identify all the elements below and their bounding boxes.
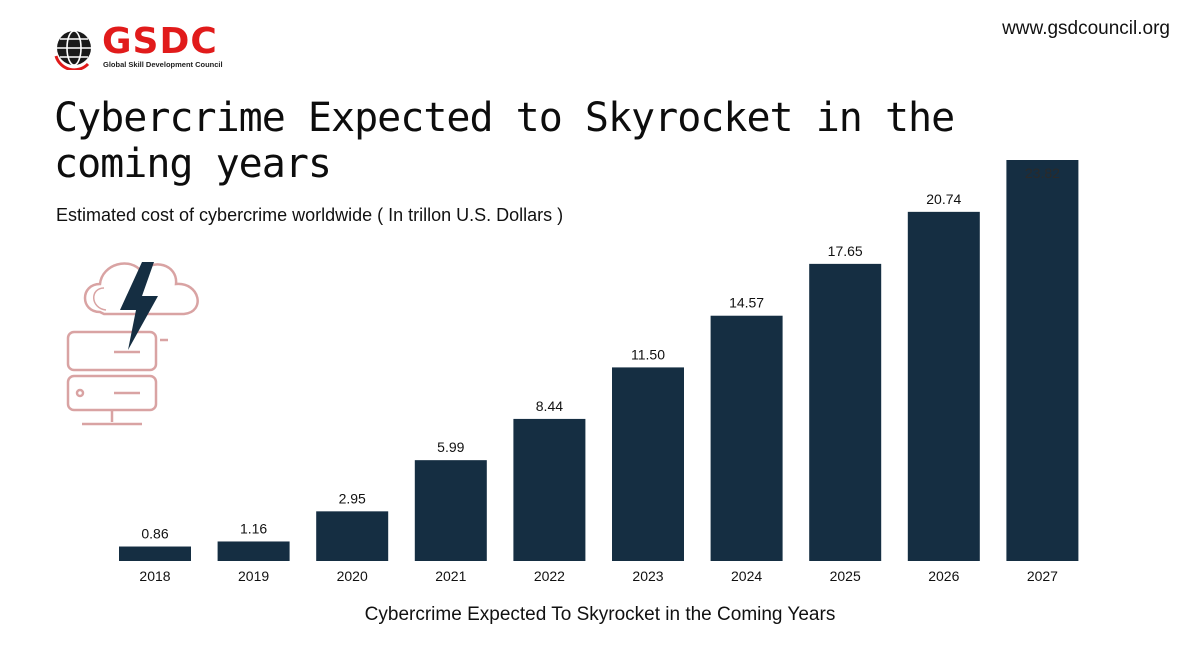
data-label-2020: 2.95	[339, 490, 366, 506]
data-label-2025: 17.65	[828, 243, 863, 259]
x-tick-2027: 2027	[1027, 568, 1058, 584]
x-tick-2023: 2023	[632, 568, 663, 584]
x-tick-2018: 2018	[139, 568, 170, 584]
bar-2026	[907, 211, 980, 562]
x-tick-2021: 2021	[435, 568, 466, 584]
data-label-2018: 0.86	[141, 526, 168, 542]
x-tick-2019: 2019	[238, 568, 269, 584]
data-label-2026: 20.74	[926, 191, 961, 207]
logo-text: GSDC	[102, 21, 218, 62]
x-tick-2024: 2024	[731, 568, 762, 584]
x-tick-2026: 2026	[928, 568, 959, 584]
data-label-2023: 11.50	[631, 346, 665, 362]
bar-2021	[414, 460, 487, 561]
bar-2024	[710, 315, 783, 561]
bar-2018	[119, 546, 191, 561]
data-label-2027: 23.82	[1025, 165, 1060, 181]
bar-2019	[217, 541, 290, 561]
data-label-2021: 5.99	[437, 439, 464, 455]
bar-2020	[316, 511, 389, 561]
bar-2027	[1006, 160, 1079, 561]
bar-2025	[809, 263, 882, 561]
logo: GSDC Global Skill Development Council	[52, 22, 242, 72]
x-tick-2025: 2025	[830, 568, 861, 584]
bar-2023	[612, 367, 684, 561]
website-link[interactable]: www.gsdcouncil.org	[1002, 18, 1170, 39]
cloud-server-lightning-icon	[66, 262, 199, 426]
x-tick-2022: 2022	[534, 568, 565, 584]
page-title: Cybercrime Expected to Skyrocket in the …	[54, 95, 955, 187]
data-label-2022: 8.44	[536, 398, 563, 414]
bar-2022	[513, 418, 586, 561]
x-tick-2020: 2020	[337, 568, 368, 584]
chart-caption: Cybercrime Expected To Skyrocket in the …	[364, 604, 836, 625]
data-label-2019: 1.16	[240, 520, 267, 536]
globe-logo-icon	[54, 30, 91, 70]
logo-subtext: Global Skill Development Council	[103, 60, 223, 69]
chart-subtitle: Estimated cost of cybercrime worldwide (…	[56, 205, 564, 225]
data-label-2024: 14.57	[729, 295, 764, 311]
